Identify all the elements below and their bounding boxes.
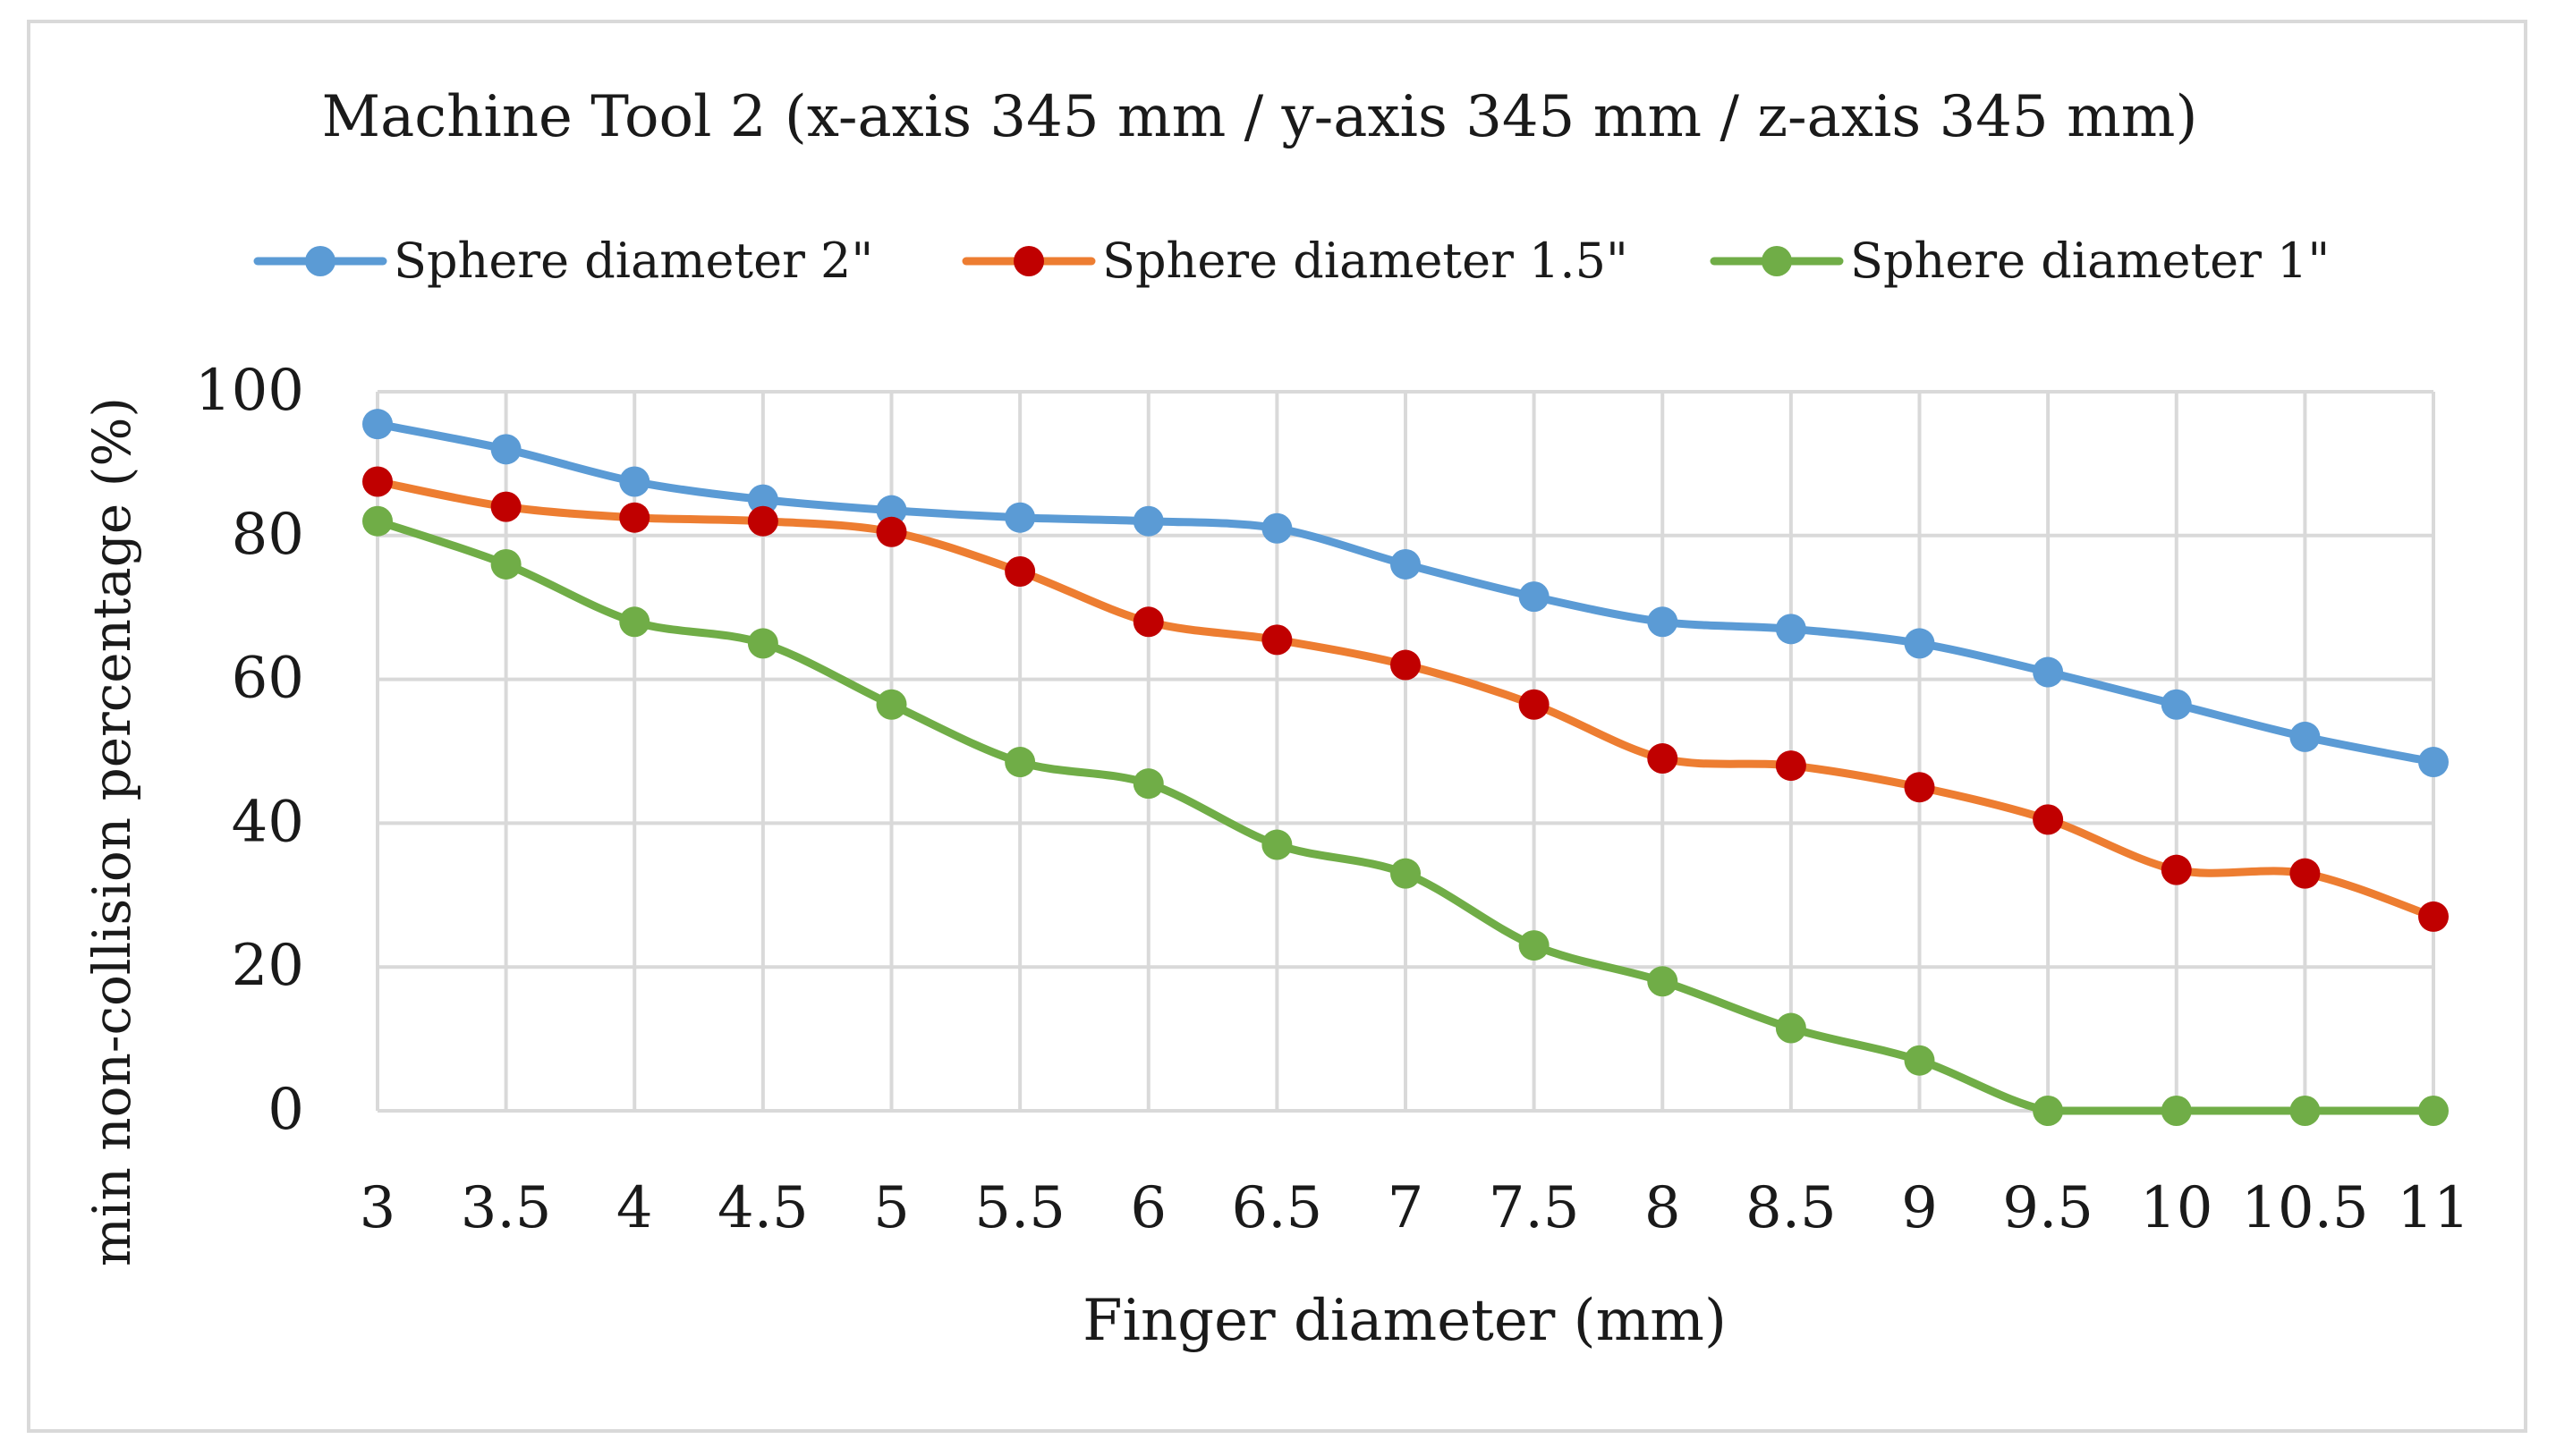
data-point — [490, 548, 522, 580]
x-tick-label: 5 — [873, 1175, 910, 1241]
y-tick-label: 40 — [232, 789, 304, 855]
data-point — [1390, 548, 1421, 580]
data-point — [1518, 930, 1550, 961]
data-point — [1775, 614, 1806, 645]
data-point — [2418, 901, 2449, 932]
x-tick-label: 9 — [1901, 1175, 1938, 1241]
data-point — [1775, 1012, 1806, 1044]
data-point — [1261, 512, 1293, 544]
data-point — [2161, 689, 2192, 720]
data-point — [2033, 1096, 2064, 1126]
x-tick-label: 7.5 — [1489, 1175, 1580, 1241]
y-tick-label: 80 — [232, 502, 304, 568]
data-point — [2161, 854, 2192, 885]
gridlines — [376, 390, 2435, 1113]
x-tick-label: 10.5 — [2241, 1175, 2369, 1241]
data-point — [2161, 1096, 2192, 1126]
data-point — [1904, 1045, 1935, 1076]
data-point — [1261, 624, 1293, 656]
x-tick-label: 10 — [2140, 1175, 2212, 1241]
legend-label: Sphere diameter 2" — [394, 233, 873, 289]
data-point — [619, 606, 650, 638]
data-point — [1005, 747, 1036, 778]
data-point — [619, 466, 650, 497]
data-point — [2289, 721, 2321, 752]
data-point — [362, 466, 393, 497]
x-tick-label: 4.5 — [718, 1175, 809, 1241]
y-tick-label: 20 — [232, 933, 304, 999]
y-axis-ticks: 0 20 40 60 80 100 — [195, 358, 304, 1143]
data-point — [1904, 772, 1935, 803]
legend-item-3: Sphere diameter 1" — [1710, 233, 2330, 289]
data-point — [362, 505, 393, 537]
x-tick-label: 4 — [616, 1175, 653, 1241]
x-tick-label: 8 — [1644, 1175, 1681, 1241]
legend-item-2: Sphere diameter 1.5" — [962, 233, 1628, 289]
x-tick-label: 3.5 — [461, 1175, 552, 1241]
legend-item-1: Sphere diameter 2" — [253, 233, 873, 289]
data-point — [747, 484, 778, 515]
x-tick-label: 5.5 — [974, 1175, 1066, 1241]
data-point — [1390, 858, 1421, 889]
legend: Sphere diameter 2" Sphere diameter 1.5" Sp… — [253, 233, 2330, 289]
data-point — [490, 434, 522, 465]
data-point — [1005, 556, 1036, 587]
data-point — [1647, 606, 1678, 638]
data-point — [2289, 858, 2321, 889]
data-point — [1133, 505, 1164, 537]
data-point — [1518, 581, 1550, 613]
data-point — [2033, 804, 2064, 835]
series-3 — [362, 505, 2449, 1126]
data-point — [490, 491, 522, 522]
y-tick-label: 60 — [232, 646, 304, 712]
x-axis-label: Finger diameter (mm) — [1083, 1288, 1727, 1354]
legend-marker — [1014, 246, 1044, 276]
data-point — [2418, 747, 2449, 778]
data-point — [362, 409, 393, 440]
data-point — [1261, 829, 1293, 860]
data-point — [2033, 656, 2064, 688]
y-axis-label: min non-collision percentage (%) — [81, 397, 142, 1266]
x-tick-label: 7 — [1388, 1175, 1424, 1241]
series-1 — [362, 409, 2449, 778]
legend-label: Sphere diameter 1.5" — [1102, 233, 1628, 289]
data-point — [2418, 1096, 2449, 1126]
series-group — [362, 409, 2449, 1126]
data-point — [1133, 606, 1164, 638]
legend-marker — [1762, 246, 1792, 276]
chart-title: Machine Tool 2 (x-axis 345 mm / y-axis 3… — [322, 84, 2198, 150]
data-point — [876, 495, 907, 526]
data-point — [1775, 750, 1806, 782]
data-point — [2289, 1096, 2321, 1126]
x-tick-label: 9.5 — [2002, 1175, 2093, 1241]
data-point — [747, 505, 778, 537]
data-point — [1518, 689, 1550, 720]
y-tick-label: 100 — [195, 358, 304, 424]
data-point — [1904, 628, 1935, 659]
data-point — [619, 502, 650, 533]
legend-marker — [305, 246, 335, 276]
x-axis-ticks: 3 3.5 4 4.5 5 5.5 6 6.5 7 7.5 8 8.5 9 9.5 10 10.5 11 — [360, 1175, 2470, 1241]
data-point — [747, 628, 778, 659]
data-point — [1390, 649, 1421, 681]
data-point — [1133, 768, 1164, 800]
data-point — [1647, 966, 1678, 997]
legend-label: Sphere diameter 1" — [1850, 233, 2330, 289]
data-point — [1647, 743, 1678, 775]
x-tick-label: 3 — [360, 1175, 396, 1241]
data-point — [876, 689, 907, 720]
x-tick-label: 6 — [1130, 1175, 1167, 1241]
series-2 — [362, 466, 2449, 932]
data-point — [1005, 502, 1036, 533]
y-tick-label: 0 — [267, 1077, 304, 1143]
x-tick-label: 11 — [2397, 1175, 2469, 1241]
data-point — [876, 516, 907, 547]
x-tick-label: 6.5 — [1231, 1175, 1322, 1241]
x-tick-label: 8.5 — [1745, 1175, 1837, 1241]
